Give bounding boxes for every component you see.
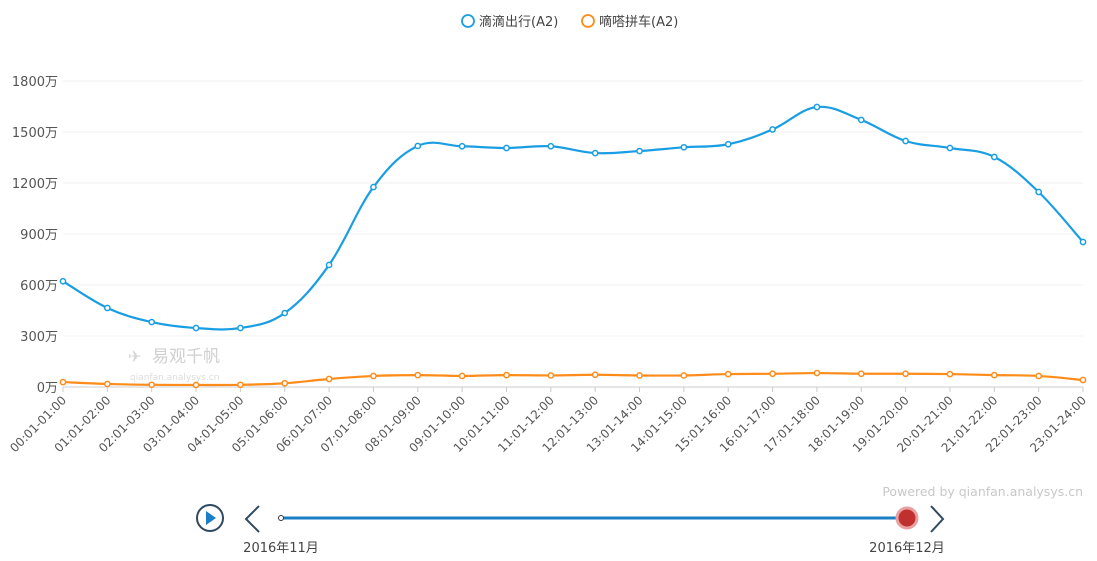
data-point: [946, 370, 954, 378]
y-tick-label: 1800万: [12, 75, 58, 90]
data-point: [990, 371, 998, 379]
data-point: [1079, 238, 1087, 246]
data-point: [414, 142, 422, 150]
data-point: [1079, 376, 1087, 384]
data-point: [370, 372, 377, 380]
data-point: [902, 370, 909, 378]
data-point: [1035, 372, 1043, 380]
y-tick-label: 600万: [20, 279, 58, 294]
data-point: [547, 372, 555, 379]
data-point: [857, 116, 865, 124]
data-point: [192, 381, 200, 389]
data-point: [813, 103, 821, 111]
play-icon: [196, 504, 224, 532]
timeline-start-label: 2016年11月: [243, 541, 319, 556]
legend-marker-icon: [581, 14, 595, 28]
data-point: [370, 183, 377, 191]
data-point: [902, 137, 909, 145]
timeline-end-label: 2016年12月: [869, 541, 945, 556]
data-point: [458, 372, 466, 380]
watermark-logo-icon: ✈: [128, 347, 141, 366]
data-point: [237, 381, 244, 389]
play-button[interactable]: [196, 504, 224, 532]
data-point: [591, 149, 599, 157]
data-point: [990, 153, 998, 161]
data-point: [591, 371, 599, 379]
data-point: [769, 126, 776, 133]
data-point: [503, 144, 510, 152]
y-tick-label: 300万: [20, 330, 58, 345]
data-point: [325, 375, 333, 383]
data-point: [813, 369, 821, 377]
chevron-right-icon[interactable]: [930, 505, 945, 533]
watermark: ✈ 易观千帆 qianfan.analysys.cn: [128, 347, 220, 383]
legend-item: 滴滴出行(A2): [479, 14, 558, 30]
series-line-1: [62, 371, 1084, 387]
data-point: [680, 372, 688, 379]
data-point: [237, 324, 244, 332]
series-line-0: [62, 105, 1084, 331]
watermark-brand: 易观千帆: [152, 347, 220, 367]
data-point: [1035, 188, 1043, 196]
y-tick-label: 1200万: [12, 177, 58, 192]
data-point: [680, 143, 688, 151]
data-point: [281, 309, 289, 317]
data-point: [857, 370, 865, 378]
data-point: [148, 318, 156, 326]
timeline: 2016年11月 2016年12月: [196, 504, 945, 556]
data-point: [59, 277, 67, 285]
data-point: [636, 372, 643, 379]
chevron-left-icon[interactable]: [244, 505, 260, 533]
data-point: [325, 261, 333, 269]
data-point: [724, 370, 732, 378]
legend-marker-icon: [461, 14, 475, 28]
y-tick-label: 0万: [37, 381, 58, 396]
timeline-point-start[interactable]: [278, 515, 284, 521]
data-point: [503, 371, 510, 379]
powered-by-credit: Powered by qianfan.analysys.cn: [882, 484, 1083, 499]
timeline-handle[interactable]: [895, 506, 919, 530]
data-point: [769, 370, 776, 378]
data-point: [192, 324, 200, 332]
data-point: [103, 380, 111, 388]
data-point: [59, 378, 67, 386]
y-tick-label: 1500万: [12, 126, 58, 141]
data-point: [547, 142, 555, 150]
data-point: [724, 140, 732, 148]
data-point: [148, 381, 156, 389]
y-tick-label: 900万: [20, 228, 58, 243]
data-point: [281, 379, 289, 387]
data-point: [636, 147, 643, 155]
watermark-url: qianfan.analysys.cn: [130, 373, 219, 383]
legend-item: 嘀嗒拼车(A2): [599, 14, 678, 30]
data-point: [458, 142, 466, 150]
data-point: [414, 371, 422, 379]
data-point: [946, 144, 954, 152]
data-point: [103, 304, 111, 312]
